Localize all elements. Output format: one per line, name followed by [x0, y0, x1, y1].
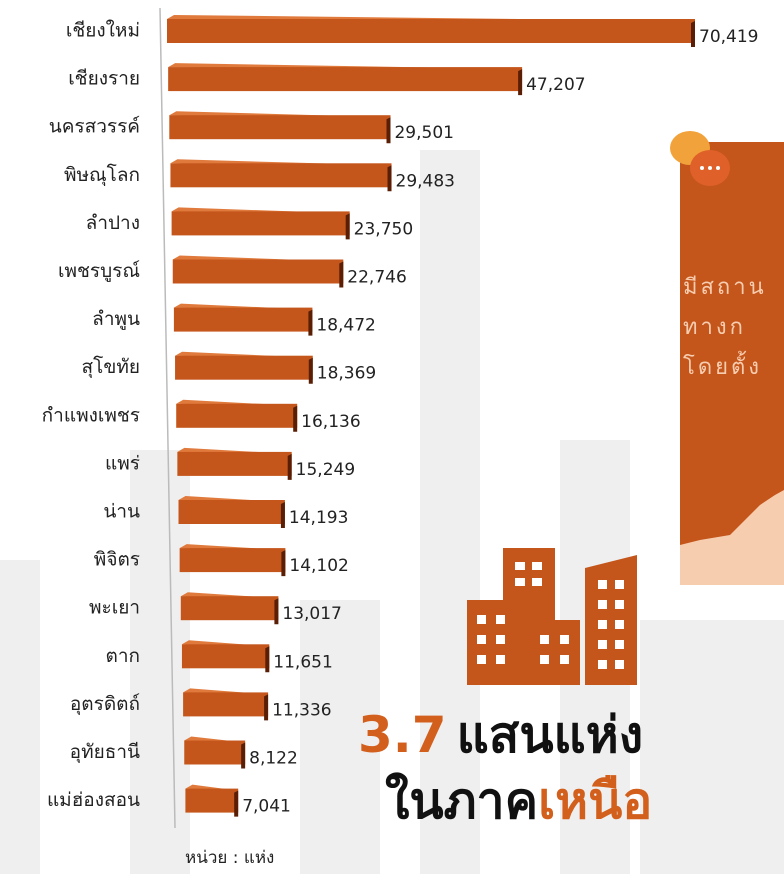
value-label: 22,746: [347, 268, 406, 288]
bar-side: [274, 598, 279, 625]
side-panel-text: ทางก: [683, 315, 746, 340]
y-tick-label: ลำพูน: [92, 308, 140, 330]
headline-part: แสนแห่ง: [457, 706, 644, 764]
bar: [167, 19, 695, 43]
bar: [173, 307, 313, 332]
bar-side: [265, 646, 270, 673]
bar-side: [387, 165, 392, 192]
bar: [175, 355, 313, 380]
bar-side: [287, 453, 292, 480]
value-label: 23,750: [354, 219, 413, 239]
bar: [179, 548, 286, 573]
bar-side: [339, 261, 344, 288]
y-tick-label: แพร่: [105, 452, 140, 474]
bar: [185, 788, 239, 813]
headline-part: เหนือ: [538, 772, 652, 830]
bar-side: [345, 213, 350, 240]
value-label: 16,136: [301, 412, 360, 432]
bar-side: [264, 694, 269, 721]
y-tick-label: พะเยา: [89, 597, 140, 619]
value-label: 14,102: [289, 556, 348, 576]
y-tick-label: สุโขทัย: [82, 355, 140, 379]
headline: ในภาคเหนือ: [385, 772, 652, 830]
bar-side: [280, 502, 285, 528]
value-label: 29,483: [396, 171, 455, 191]
y-tick-label: ตาก: [105, 645, 140, 667]
y-tick-label: อุตรดิตถ์: [70, 693, 140, 716]
value-label: 13,017: [282, 604, 341, 624]
bar-side: [518, 69, 523, 96]
unit-label: หน่วย : แห่ง: [185, 848, 274, 868]
bar-side: [386, 117, 391, 144]
bar-side: [308, 357, 313, 384]
headline: 3.7 แสนแห่ง: [358, 706, 643, 764]
value-label: 47,207: [526, 75, 585, 95]
bar: [169, 115, 391, 140]
bar: [172, 259, 344, 284]
value-label: 70,419: [699, 27, 758, 47]
value-label: 18,369: [317, 364, 376, 384]
building-icon: [467, 548, 637, 685]
value-label: 7,041: [242, 797, 291, 817]
headline-part: 3.7: [358, 706, 447, 764]
y-tick-label: กำแพงเพชร: [42, 404, 140, 426]
bar: [180, 596, 279, 621]
bar: [183, 692, 269, 717]
bar: [181, 644, 270, 669]
bar-side: [234, 790, 239, 817]
axis-line: [159, 7, 176, 829]
side-panel: [670, 131, 784, 585]
side-panel-text: มีสถาน: [683, 275, 767, 300]
value-label: 29,501: [394, 123, 453, 143]
y-tick-label: อุทัยธานี: [70, 741, 140, 764]
y-tick-label: พิษณุโลก: [64, 163, 140, 187]
y-tick-label: นครสวรรค์: [49, 116, 140, 138]
bar-side: [293, 405, 298, 432]
bar: [171, 211, 350, 236]
bar-side: [308, 309, 313, 336]
value-label: 15,249: [296, 460, 355, 480]
bar-side: [241, 742, 246, 769]
bar: [177, 451, 292, 476]
bar: [178, 500, 285, 524]
bar-side: [281, 550, 286, 577]
value-label: 18,472: [316, 316, 375, 336]
y-tick-label: พิจิตร: [94, 549, 140, 571]
bar: [184, 740, 246, 765]
bar: [176, 403, 298, 428]
headline-part: ในภาค: [385, 772, 538, 830]
y-tick-label: ลำปาง: [86, 212, 140, 234]
value-label: 8,122: [249, 749, 298, 769]
y-tick-label: เชียงใหม่: [66, 20, 140, 42]
bar: [168, 67, 523, 92]
y-tick-label: แม่ฮ่องสอน: [47, 789, 140, 811]
bar-side: [691, 21, 695, 47]
side-panel-text: โดยตั้ง: [683, 351, 762, 380]
y-tick-label: น่าน: [103, 501, 140, 523]
value-label: 11,651: [273, 652, 332, 672]
bar: [170, 163, 392, 188]
y-tick-label: เพชรบูรณ์: [58, 260, 140, 282]
y-tick-label: เชียงราย: [68, 68, 140, 90]
value-label: 11,336: [272, 700, 331, 720]
value-label: 14,193: [289, 508, 348, 528]
